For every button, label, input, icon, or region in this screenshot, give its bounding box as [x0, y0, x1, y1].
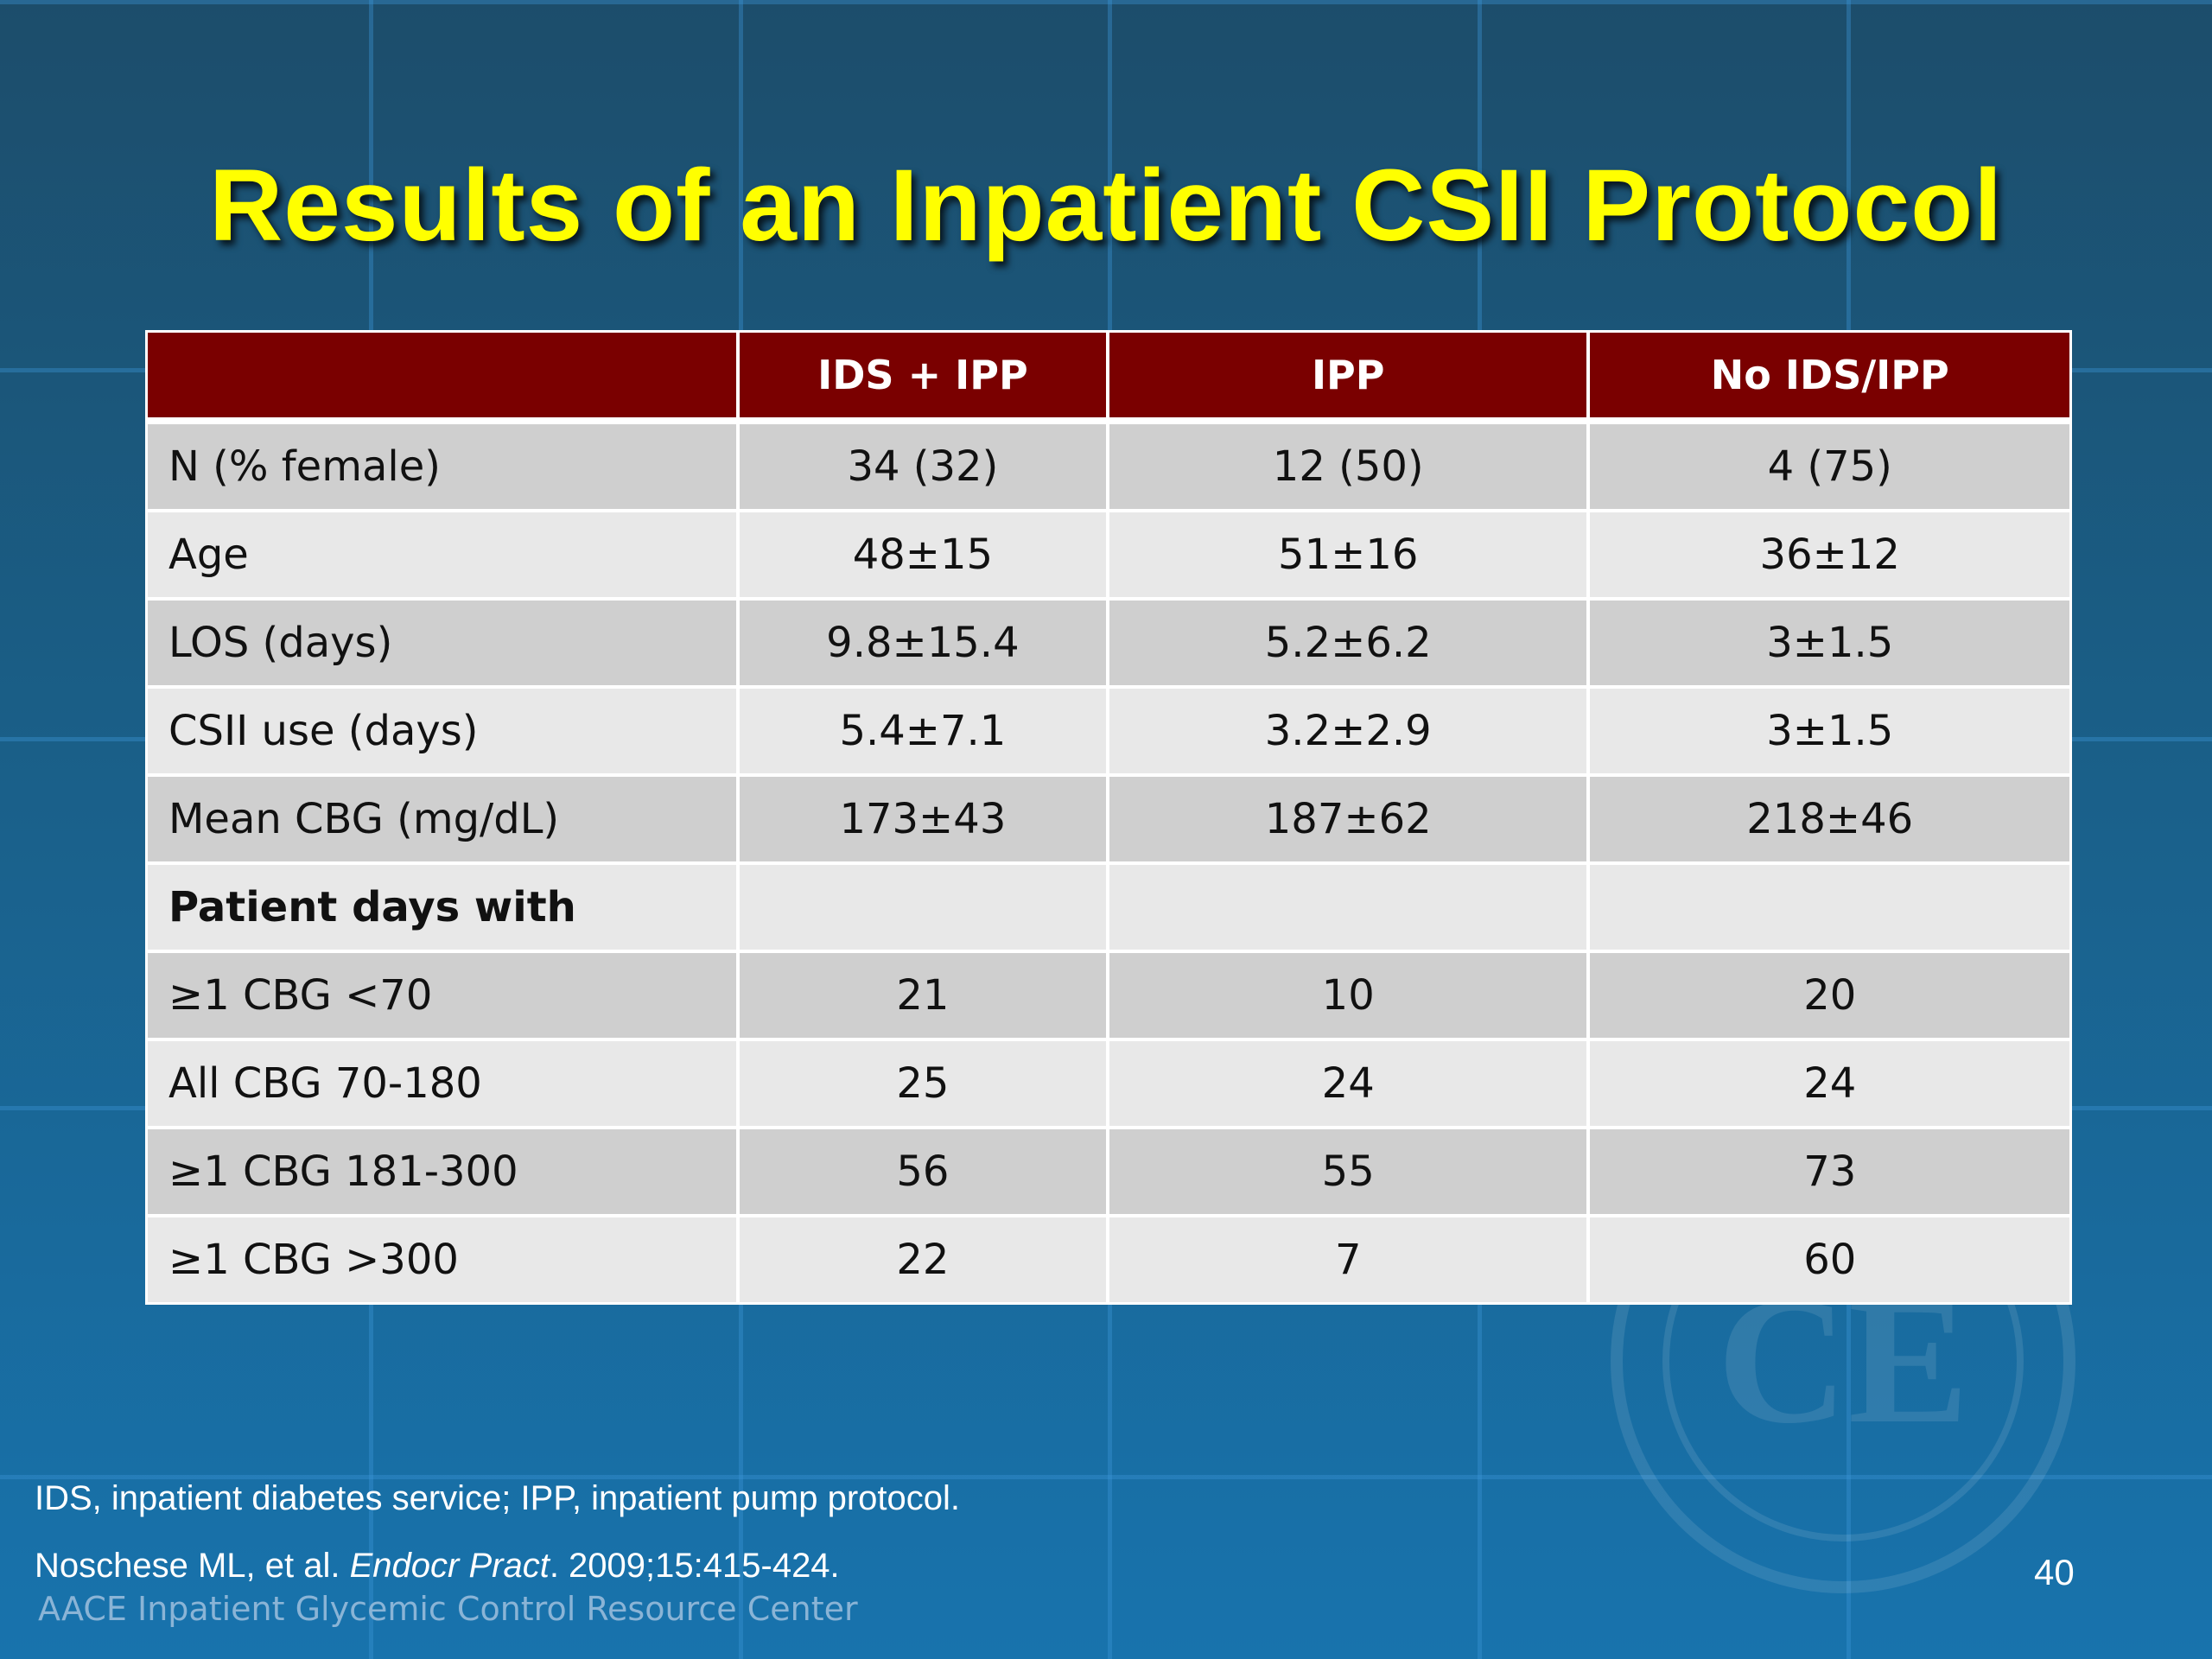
table-cell — [1588, 863, 2069, 953]
table-section-row: Patient days with — [148, 863, 2069, 953]
slide-page-number: 40 — [2034, 1552, 2075, 1592]
table-cell: 218±46 — [1588, 775, 2069, 865]
table-cell — [737, 863, 1109, 953]
table-header-cell: No IDS/IPP — [1588, 333, 2069, 424]
table-cell: 3.2±2.9 — [1107, 687, 1591, 777]
table-cell: 55 — [1107, 1128, 1591, 1217]
background-grid-line — [0, 1475, 2212, 1479]
table-cell: 48±15 — [737, 511, 1109, 601]
table-cell: 51±16 — [1107, 511, 1591, 601]
slide-title: Results of an Inpatient CSII Protocol — [209, 149, 2003, 263]
table-row: ≥1 CBG <70 21 10 20 — [148, 951, 2069, 1041]
table-cell: 3±1.5 — [1588, 599, 2069, 689]
table-cell: 56 — [737, 1128, 1109, 1217]
table-cell: 3±1.5 — [1588, 687, 2069, 777]
table-cell: 24 — [1107, 1039, 1591, 1129]
table-row: All CBG 70-180 25 24 24 — [148, 1039, 2069, 1129]
section-label: Patient days with — [148, 863, 740, 953]
citation-authors: Noschese ML, et al. — [35, 1547, 350, 1585]
citation-footnote: Noschese ML, et al. Endocr Pract. 2009;1… — [35, 1547, 840, 1586]
table-cell: 36±12 — [1588, 511, 2069, 601]
table-cell: 34 (32) — [737, 421, 1109, 512]
results-table: IDS + IPP IPP No IDS/IPP N (% female) 34… — [148, 333, 2069, 1302]
background-grid-line — [0, 0, 2212, 4]
table-header-cell: IPP — [1107, 333, 1591, 424]
table-cell: 22 — [737, 1216, 1109, 1302]
table-cell: 173±43 — [737, 775, 1109, 865]
row-label: Age — [148, 511, 740, 601]
table-cell: 60 — [1588, 1216, 2069, 1302]
table-cell — [1107, 863, 1591, 953]
row-label: ≥1 CBG <70 — [148, 951, 740, 1041]
table-row: ≥1 CBG 181-300 56 55 73 — [148, 1128, 2069, 1217]
row-label: CSII use (days) — [148, 687, 740, 777]
table-cell: 20 — [1588, 951, 2069, 1041]
table-cell: 73 — [1588, 1128, 2069, 1217]
table-cell: 187±62 — [1107, 775, 1591, 865]
row-label: All CBG 70-180 — [148, 1039, 740, 1129]
table-header-row: IDS + IPP IPP No IDS/IPP — [148, 333, 2069, 424]
table-cell: 5.2±6.2 — [1107, 599, 1591, 689]
table-header-cell — [148, 333, 740, 424]
results-table-container: IDS + IPP IPP No IDS/IPP N (% female) 34… — [145, 330, 2072, 1305]
table-cell: 7 — [1107, 1216, 1591, 1302]
table-cell: 21 — [737, 951, 1109, 1041]
row-label: Mean CBG (mg/dL) — [148, 775, 740, 865]
table-cell: 10 — [1107, 951, 1591, 1041]
table-row: CSII use (days) 5.4±7.1 3.2±2.9 3±1.5 — [148, 687, 2069, 777]
row-label: ≥1 CBG 181-300 — [148, 1128, 740, 1217]
table-cell: 25 — [737, 1039, 1109, 1129]
row-label: N (% female) — [148, 421, 740, 512]
table-header-cell: IDS + IPP — [737, 333, 1109, 424]
citation-details: . 2009;15:415-424. — [549, 1547, 840, 1585]
table-row: ≥1 CBG >300 22 7 60 — [148, 1216, 2069, 1302]
table-row: Age 48±15 51±16 36±12 — [148, 511, 2069, 601]
table-cell: 24 — [1588, 1039, 2069, 1129]
table-cell: 12 (50) — [1107, 421, 1591, 512]
table-cell: 5.4±7.1 — [737, 687, 1109, 777]
table-row: LOS (days) 9.8±15.4 5.2±6.2 3±1.5 — [148, 599, 2069, 689]
table-cell: 9.8±15.4 — [737, 599, 1109, 689]
abbreviation-footnote: IDS, inpatient diabetes service; IPP, in… — [35, 1479, 960, 1517]
row-label: LOS (days) — [148, 599, 740, 689]
citation-journal: Endocr Pract — [349, 1547, 550, 1585]
table-row: Mean CBG (mg/dL) 173±43 187±62 218±46 — [148, 775, 2069, 865]
table-cell: 4 (75) — [1588, 421, 2069, 512]
resource-center-name: AACE Inpatient Glycemic Control Resource… — [38, 1590, 858, 1628]
table-row: N (% female) 34 (32) 12 (50) 4 (75) — [148, 421, 2069, 512]
row-label: ≥1 CBG >300 — [148, 1216, 740, 1302]
